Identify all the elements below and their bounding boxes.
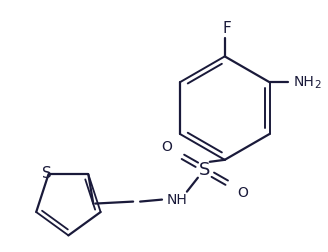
Text: S: S bbox=[42, 166, 51, 181]
Text: O: O bbox=[237, 186, 248, 200]
Text: F: F bbox=[222, 21, 231, 36]
Text: NH: NH bbox=[294, 75, 314, 89]
Text: O: O bbox=[162, 140, 173, 154]
Text: 2: 2 bbox=[315, 80, 321, 90]
Text: NH: NH bbox=[167, 193, 187, 207]
Text: S: S bbox=[199, 161, 211, 179]
